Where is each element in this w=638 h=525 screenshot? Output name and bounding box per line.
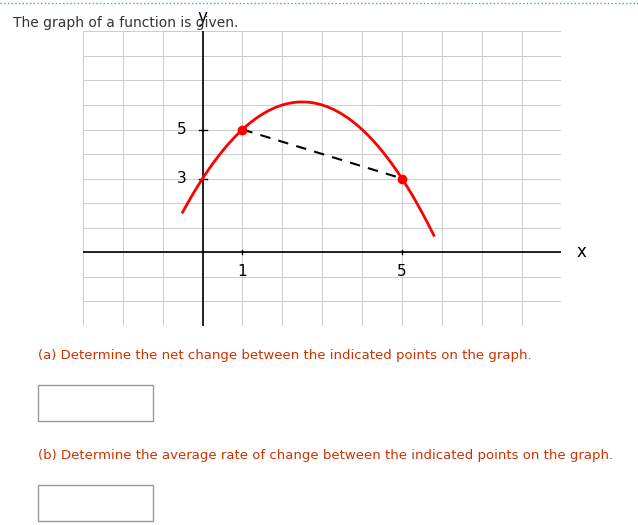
FancyBboxPatch shape bbox=[38, 385, 153, 421]
Text: 3: 3 bbox=[177, 171, 186, 186]
Text: x: x bbox=[577, 243, 586, 261]
Text: 5: 5 bbox=[177, 122, 186, 137]
Text: (a) Determine the net change between the indicated points on the graph.: (a) Determine the net change between the… bbox=[38, 350, 532, 362]
Text: (b) Determine the average rate of change between the indicated points on the gra: (b) Determine the average rate of change… bbox=[38, 449, 613, 462]
FancyBboxPatch shape bbox=[38, 485, 153, 521]
Text: 1: 1 bbox=[237, 264, 248, 279]
Text: The graph of a function is given.: The graph of a function is given. bbox=[13, 16, 238, 30]
Text: 5: 5 bbox=[397, 264, 407, 279]
Text: y: y bbox=[198, 8, 207, 26]
